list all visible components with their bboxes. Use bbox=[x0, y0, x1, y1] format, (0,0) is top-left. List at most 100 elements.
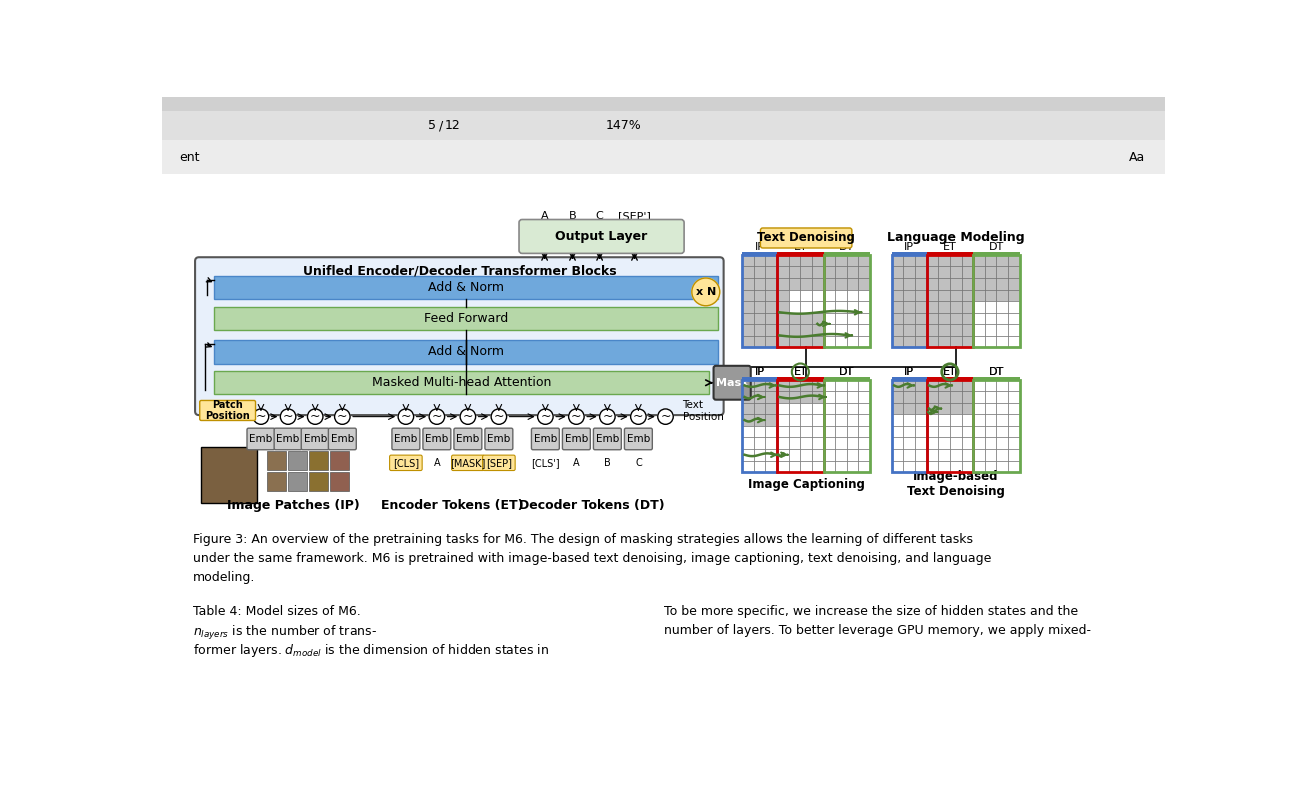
Text: A: A bbox=[573, 458, 580, 468]
Bar bbox=[996, 278, 1008, 290]
Bar bbox=[778, 379, 789, 392]
Bar bbox=[789, 460, 801, 472]
Text: /: / bbox=[439, 119, 443, 132]
Bar bbox=[743, 324, 754, 336]
Text: Decoder Tokens (DT): Decoder Tokens (DT) bbox=[519, 498, 665, 511]
Bar bbox=[973, 379, 1020, 472]
Bar bbox=[892, 336, 903, 347]
Bar bbox=[743, 336, 754, 347]
Bar bbox=[778, 336, 789, 347]
Text: Text
Position: Text Position bbox=[682, 400, 723, 422]
Bar bbox=[903, 313, 915, 324]
Bar bbox=[858, 290, 870, 301]
Bar bbox=[927, 290, 938, 301]
Bar bbox=[938, 438, 950, 449]
Text: C: C bbox=[595, 210, 603, 221]
Bar bbox=[927, 379, 938, 392]
Text: Emb: Emb bbox=[331, 434, 355, 444]
Bar bbox=[892, 426, 903, 438]
Bar bbox=[961, 438, 973, 449]
Bar bbox=[743, 438, 754, 449]
Bar bbox=[743, 255, 778, 347]
Bar bbox=[754, 336, 766, 347]
Bar bbox=[754, 278, 766, 290]
Bar bbox=[267, 472, 286, 490]
FancyBboxPatch shape bbox=[247, 428, 274, 450]
Bar bbox=[996, 438, 1008, 449]
Bar bbox=[892, 377, 927, 379]
Bar bbox=[1008, 266, 1020, 278]
Text: ~: ~ bbox=[256, 410, 267, 423]
Bar bbox=[973, 324, 985, 336]
Bar bbox=[892, 313, 903, 324]
Text: Table 4: Model sizes of M6.: Table 4: Model sizes of M6. bbox=[193, 605, 365, 618]
Text: ET: ET bbox=[943, 242, 956, 252]
Bar bbox=[915, 460, 927, 472]
Bar bbox=[823, 403, 835, 414]
Bar bbox=[789, 392, 801, 403]
Bar bbox=[950, 379, 961, 392]
Bar bbox=[996, 403, 1008, 414]
Bar bbox=[789, 301, 801, 313]
Bar bbox=[846, 438, 858, 449]
Bar bbox=[811, 460, 823, 472]
Bar bbox=[985, 438, 996, 449]
Bar bbox=[801, 255, 811, 266]
Bar bbox=[801, 392, 811, 403]
Text: B: B bbox=[568, 210, 576, 221]
Bar bbox=[801, 414, 811, 426]
Bar bbox=[892, 438, 903, 449]
Bar bbox=[903, 392, 915, 403]
Text: Emb: Emb bbox=[277, 434, 300, 444]
FancyBboxPatch shape bbox=[485, 428, 512, 450]
Text: ~: ~ bbox=[463, 410, 474, 423]
Bar bbox=[846, 449, 858, 460]
FancyBboxPatch shape bbox=[199, 400, 255, 421]
Bar bbox=[915, 324, 927, 336]
Text: Emb: Emb bbox=[626, 434, 650, 444]
Bar bbox=[846, 301, 858, 313]
Bar bbox=[1008, 290, 1020, 301]
Bar bbox=[1008, 438, 1020, 449]
Bar bbox=[754, 290, 766, 301]
Bar bbox=[938, 392, 950, 403]
Bar bbox=[766, 438, 778, 449]
Bar bbox=[766, 392, 778, 403]
Bar bbox=[766, 278, 778, 290]
Bar bbox=[903, 403, 915, 414]
Bar bbox=[938, 449, 950, 460]
Bar bbox=[1008, 255, 1020, 266]
Bar bbox=[823, 252, 870, 255]
Bar bbox=[927, 414, 938, 426]
Bar bbox=[985, 392, 996, 403]
Bar bbox=[811, 336, 823, 347]
Bar bbox=[823, 449, 835, 460]
Bar bbox=[846, 426, 858, 438]
Bar bbox=[778, 278, 789, 290]
Text: ET: ET bbox=[943, 367, 956, 377]
FancyBboxPatch shape bbox=[329, 428, 356, 450]
Text: [CLS']: [CLS'] bbox=[531, 458, 560, 468]
Text: ~: ~ bbox=[540, 410, 551, 423]
FancyBboxPatch shape bbox=[625, 428, 652, 450]
Bar bbox=[754, 449, 766, 460]
Bar bbox=[973, 377, 1020, 379]
Bar bbox=[985, 460, 996, 472]
Text: ~: ~ bbox=[493, 410, 505, 423]
Bar bbox=[858, 313, 870, 324]
Bar bbox=[961, 426, 973, 438]
Bar bbox=[789, 324, 801, 336]
Bar bbox=[927, 252, 973, 255]
Bar bbox=[811, 266, 823, 278]
Bar bbox=[835, 449, 846, 460]
Bar bbox=[996, 414, 1008, 426]
Circle shape bbox=[430, 409, 445, 425]
Bar bbox=[915, 336, 927, 347]
Bar bbox=[927, 438, 938, 449]
Bar bbox=[915, 255, 927, 266]
Bar bbox=[811, 379, 823, 392]
Bar bbox=[801, 313, 811, 324]
Bar bbox=[961, 336, 973, 347]
Bar bbox=[996, 426, 1008, 438]
Circle shape bbox=[568, 409, 584, 425]
